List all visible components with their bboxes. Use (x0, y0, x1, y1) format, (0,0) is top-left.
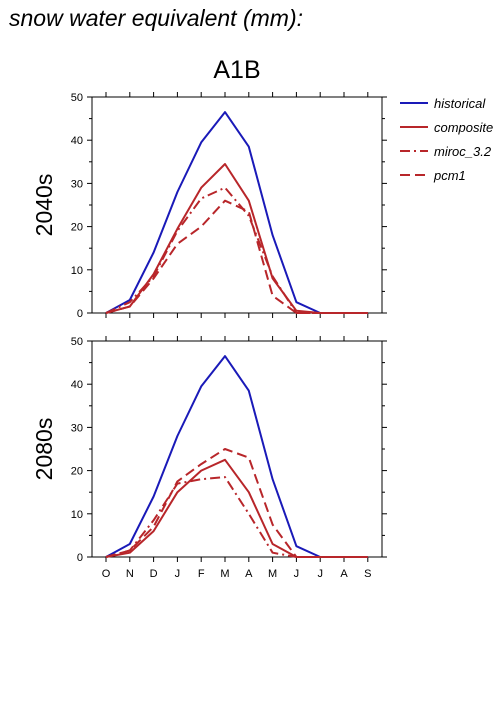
x-tick-label: A (340, 568, 348, 580)
panel-label: 2040s (31, 174, 57, 237)
series-line-pcm1 (105, 448, 368, 558)
series-line-composite (105, 458, 368, 558)
chart-panel-2040s: 0 10 20 30 40 50 2040s (31, 92, 387, 320)
x-tick-label: A (245, 568, 253, 580)
y-tick-label: 30 (71, 178, 83, 190)
legend-label: pcm1 (434, 168, 466, 183)
x-tick-label: O (102, 568, 111, 580)
legend-swatch (400, 150, 428, 152)
legend-label: miroc_3.2 (434, 144, 492, 159)
y-tick-label: 10 (71, 509, 83, 521)
y-tick-label: 50 (71, 92, 83, 104)
y-tick-label: 40 (71, 379, 83, 391)
x-tick-label: M (220, 568, 229, 580)
x-tick-label: J (294, 568, 300, 580)
series-line-miroc_3.2 (105, 186, 368, 314)
x-tick-label: S (364, 568, 371, 580)
y-tick-label: 20 (71, 466, 83, 478)
legend-label: historical (434, 96, 486, 111)
y-tick-label: 20 (71, 222, 83, 234)
series-line-miroc_3.2 (105, 476, 368, 558)
y-tick-label: 30 (71, 422, 83, 434)
series-line-historical (105, 111, 368, 314)
x-tick-label: M (268, 568, 277, 580)
scenario-title: A1B (213, 56, 261, 84)
panel-label: 2080s (31, 418, 57, 481)
y-tick-label: 10 (71, 265, 83, 277)
x-tick-label: D (150, 568, 158, 580)
legend-swatch (400, 102, 428, 104)
y-tick-label: 0 (77, 308, 83, 320)
series-line-pcm1 (105, 199, 368, 314)
legend-swatch (400, 174, 428, 176)
series-line-composite (105, 163, 368, 314)
y-tick-label: 40 (71, 135, 83, 147)
x-tick-label: J (317, 568, 323, 580)
page-title: snow water equivalent (mm): (9, 5, 303, 31)
y-tick-label: 50 (71, 336, 83, 348)
x-tick-label: N (126, 568, 134, 580)
legend-label: composite (434, 120, 494, 135)
x-tick-label: F (198, 568, 205, 580)
legend-swatch (400, 126, 428, 128)
chart-panel-2080s: 0 10 20 30 40 50 O N D J F M A M J J A S 2080s (31, 336, 387, 580)
x-tick-label: J (175, 568, 181, 580)
y-tick-label: 0 (77, 552, 83, 564)
series-line-historical (105, 355, 368, 558)
